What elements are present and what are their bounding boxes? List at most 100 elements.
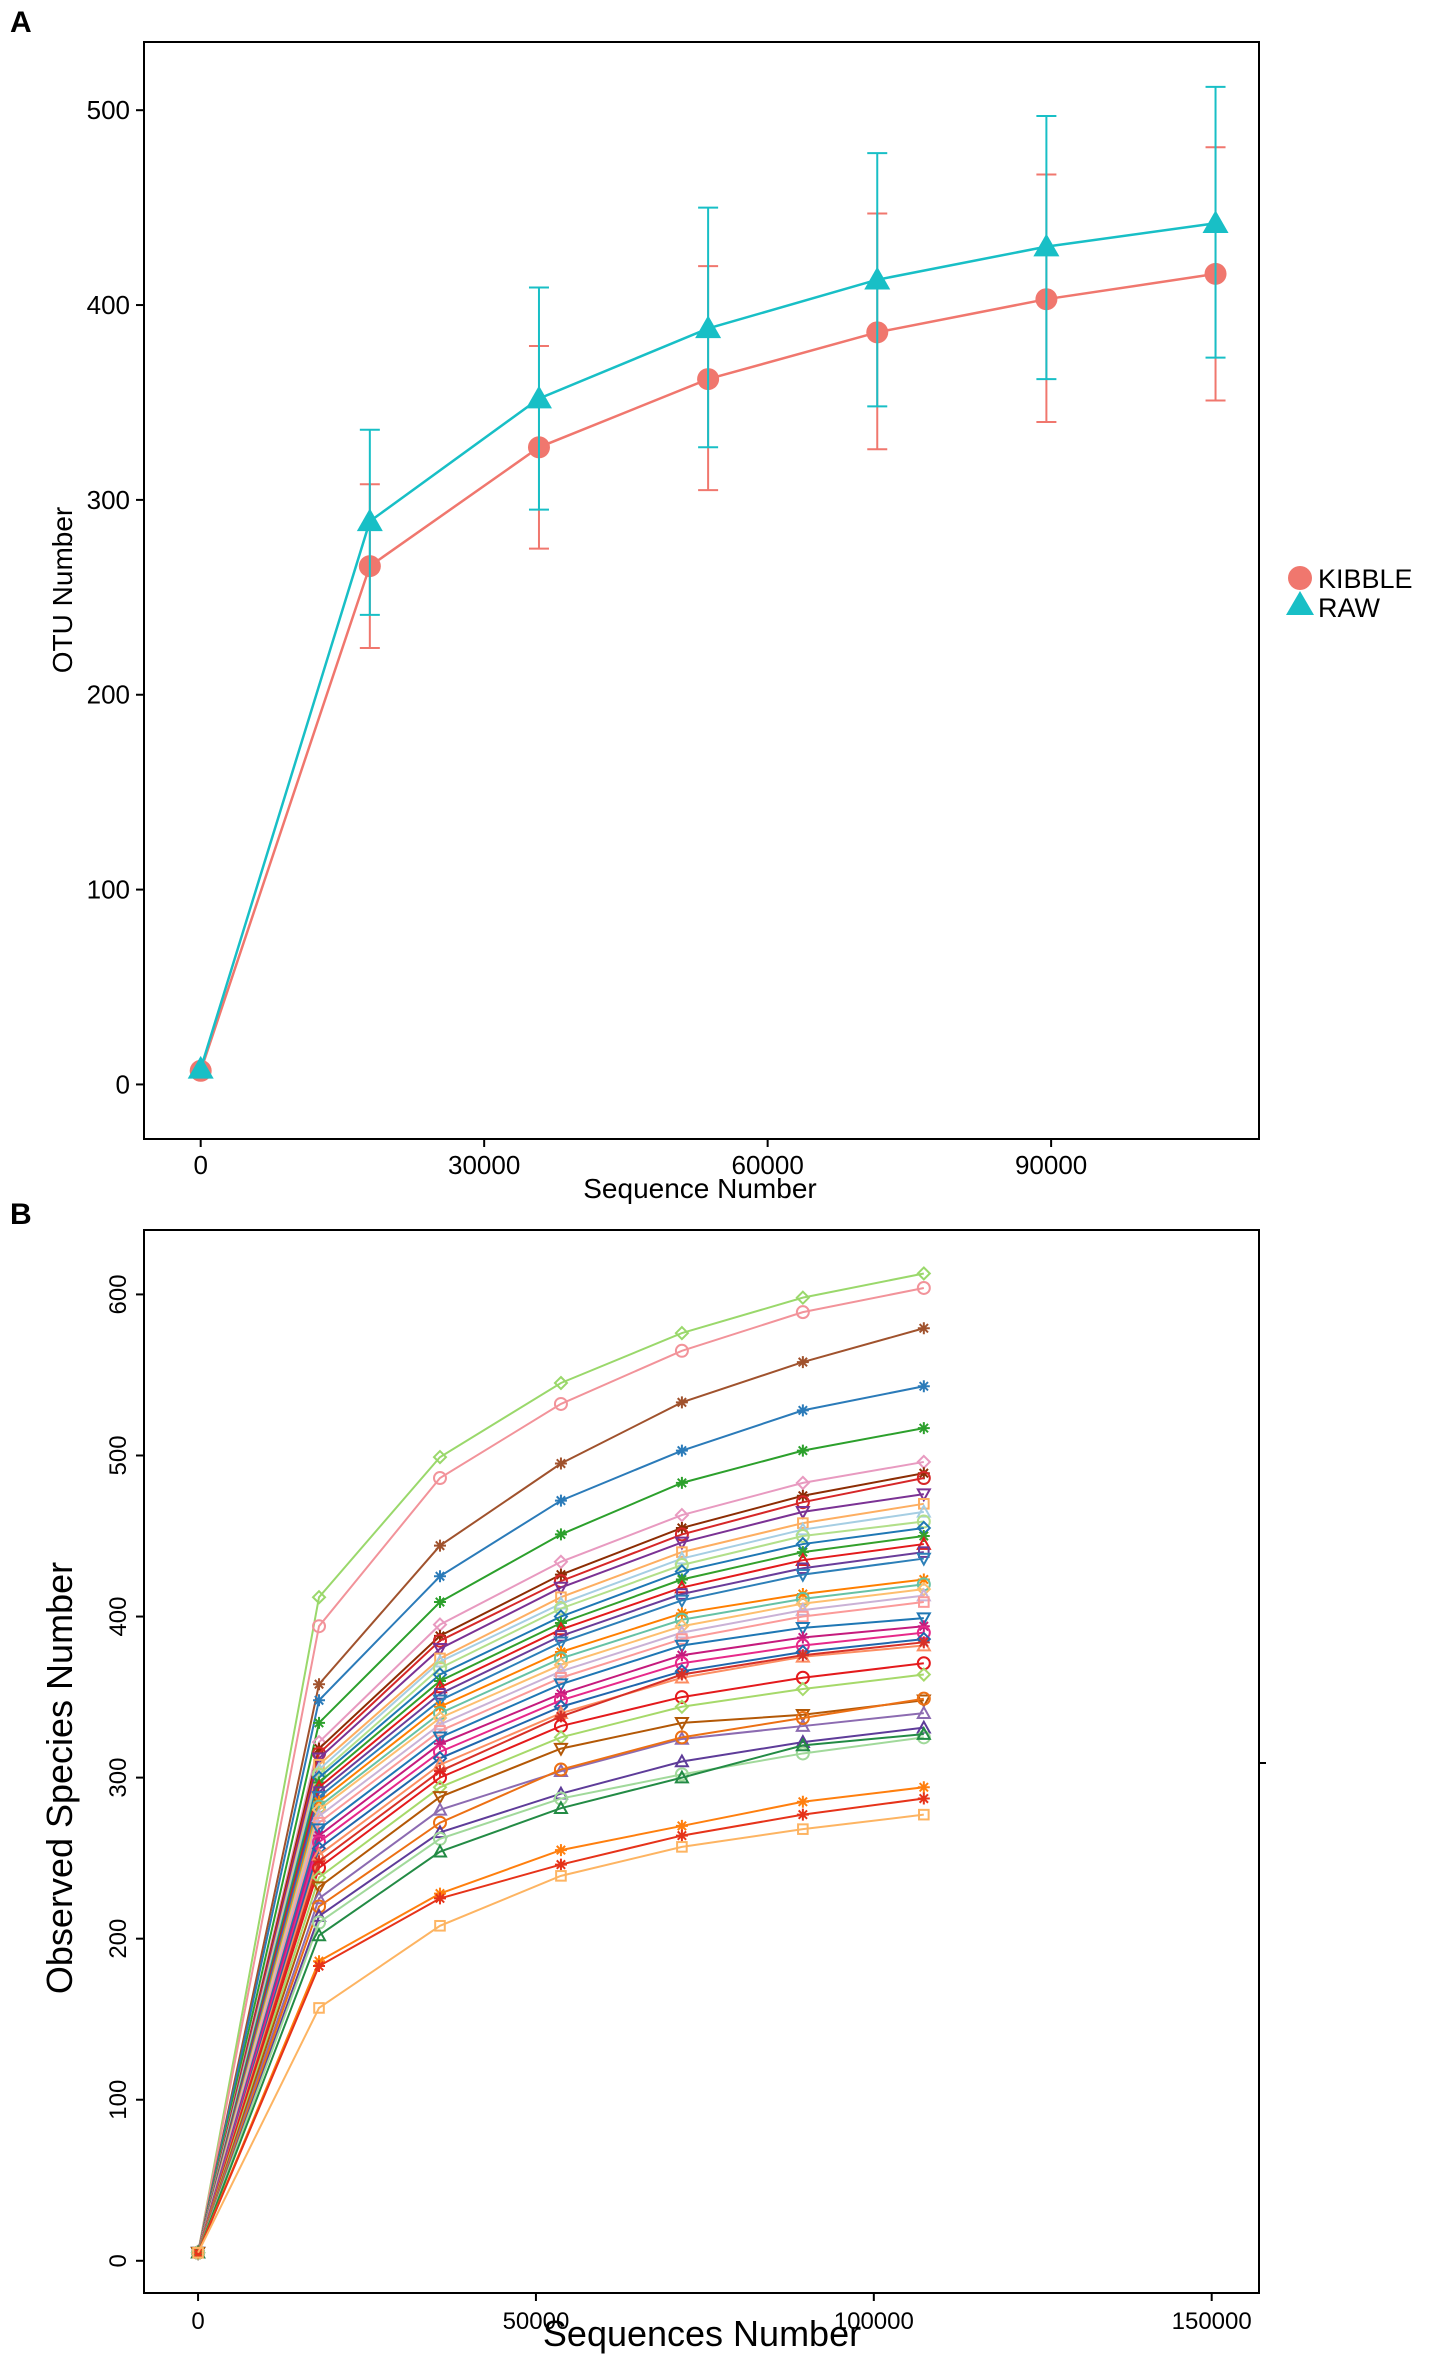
panel-b-point: [555, 1870, 567, 1882]
panel-b-point: [313, 1960, 326, 1973]
panel-b-plot: 0 100 200 300 400 500 600 0 50000 100000 150000 S…: [39, 1229, 1266, 2354]
panel-b-point: [795, 1737, 811, 1752]
panel-b-point: [795, 1529, 810, 1544]
panel-b-point: [432, 1471, 447, 1486]
panel-b-point: [675, 1668, 688, 1681]
panel-b-line: [197, 1662, 924, 2254]
panel-b-point: [313, 2002, 325, 2014]
panel-b-point: [553, 1396, 568, 1411]
panel-b-point: [553, 1762, 568, 1777]
panel-b-line: [197, 1460, 924, 2253]
panel-b-y-axis: 0 100 200 300 400 500 600: [105, 1274, 144, 2267]
panel-b-point: [796, 1631, 809, 1644]
panel-b-point: [313, 1678, 326, 1691]
panel-b-point: [192, 2246, 204, 2259]
panel-b-point: [917, 1573, 930, 1586]
panel-b-point: [676, 1588, 688, 1600]
panel-b-point: [795, 1718, 811, 1732]
panel-a-ytick-label: 300: [87, 485, 130, 515]
panel-b-point: [916, 1587, 932, 1602]
panel-b-point: [555, 1671, 567, 1684]
panel-b-point: [313, 1795, 326, 1808]
panel-b-line: [197, 1699, 924, 2254]
panel-b-point: [918, 1596, 930, 1608]
panel-b-point: [674, 1579, 690, 1594]
panel-b-point: [917, 1792, 930, 1805]
panel-b-point: [432, 1679, 448, 1694]
legend-raw-label: RAW: [1318, 593, 1381, 623]
panel-b-point: [553, 1621, 569, 1636]
panel-b-series: [190, 1266, 932, 2261]
panel-b-point: [675, 1819, 688, 1832]
panel-b-point: [795, 1506, 811, 1520]
panel-b-point: [432, 1770, 447, 1785]
panel-b-point: [553, 1636, 569, 1651]
panel-b-point: [676, 1633, 688, 1645]
panel-b-point: [311, 1752, 327, 1767]
panel-b-series-s33: [191, 1691, 931, 2260]
panel-b-point: [433, 1539, 446, 1552]
panel-b-xtick-label: 150000: [1172, 2308, 1252, 2335]
panel-b-point: [432, 1801, 448, 1816]
panel-a-xtick-label: 30000: [448, 1150, 520, 1180]
panel-b-point: [916, 1667, 932, 1682]
panel-b-point: [553, 1375, 569, 1391]
panel-b-point: [553, 1601, 568, 1616]
panel-b-point: [675, 1829, 688, 1842]
panel-b-point: [553, 1663, 569, 1678]
panel-b-line: [197, 1736, 924, 2254]
panel-b-point: [432, 1779, 448, 1795]
panel-a-point: [695, 315, 722, 339]
panel-b-ylabel: Observed Species Number: [39, 1562, 80, 1994]
panel-a-point: [187, 1055, 214, 1079]
panel-b-point: [553, 1800, 569, 1815]
panel-b-line: [197, 1520, 924, 2253]
panel-b-point: [553, 1678, 569, 1693]
panel-b-ytick-label: 500: [105, 1435, 132, 1475]
panel-b-point: [674, 1699, 690, 1715]
panel-b-point: [311, 1908, 327, 1922]
panel-b-point: [797, 1610, 809, 1623]
panel-b-point: [795, 1711, 810, 1726]
panel-b-point: [797, 1517, 809, 1529]
panel-b-point: [554, 1457, 567, 1470]
panel-a-x-axis: 0 30000 60000 90000: [193, 1139, 1087, 1180]
panel-b-point: [432, 1642, 448, 1657]
panel-b-point: [432, 1694, 448, 1709]
panel-b-point: [311, 1823, 327, 1838]
panel-b-point: [918, 1546, 930, 1558]
panel-b-point: [795, 1568, 811, 1583]
panel-b-point: [916, 1503, 932, 1518]
panel-b-point: [432, 1843, 448, 1858]
panel-b-point: [674, 1717, 690, 1731]
panel-b-point: [312, 1860, 327, 1875]
panel-b-point: [918, 1808, 930, 1821]
panel-a-frame: [143, 41, 1260, 1140]
panel-b-point: [916, 1705, 932, 1719]
panel-b-point: [675, 1649, 688, 1662]
panel-b-point: [676, 1546, 688, 1558]
panel-b-point: [553, 1742, 569, 1757]
panel-b-point: [311, 1881, 327, 1896]
panel-b-point: [796, 1808, 809, 1821]
panel-b-line: [197, 1712, 924, 2254]
panel-b-line: [197, 1272, 925, 2253]
panel-b-point: [311, 1589, 327, 1605]
panel-b-point: [674, 1507, 690, 1523]
panel-b-point: [674, 1343, 689, 1358]
panel-b-point: [796, 1795, 809, 1808]
panel-b-xlabel: Sequences Number: [543, 2313, 861, 2354]
panel-b-point: [796, 1356, 809, 1369]
panel-b-ytick-label: 600: [105, 1274, 132, 1314]
panel-b-point: [795, 1552, 811, 1566]
panel-b-line: [197, 1493, 924, 2253]
panel-b-point: [797, 1562, 809, 1575]
panel-b-point: [311, 1890, 327, 1905]
panel-b-ytick-label: 300: [105, 1758, 132, 1798]
panel-b-point: [554, 1528, 567, 1541]
panel-a-series: [187, 85, 1229, 1082]
panel-b-point: [796, 1649, 809, 1662]
panel-a-point: [1033, 233, 1060, 257]
panel-b-point: [432, 1633, 447, 1648]
